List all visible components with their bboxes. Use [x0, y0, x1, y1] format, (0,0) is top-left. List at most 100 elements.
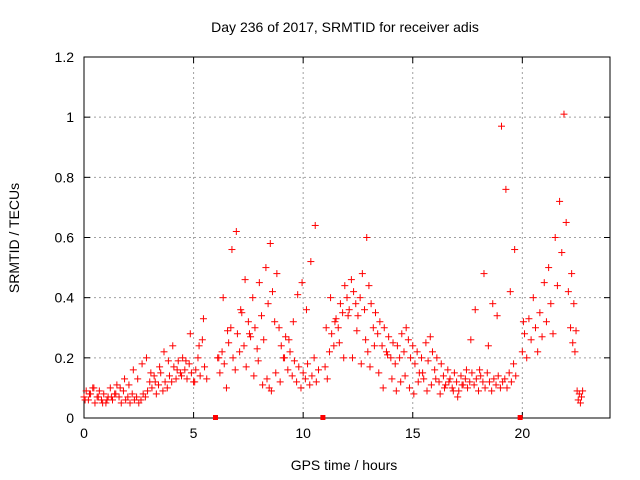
- data-point: [432, 375, 440, 383]
- data-point: [294, 291, 302, 299]
- data-point: [174, 357, 182, 365]
- data-point: [393, 342, 401, 350]
- data-point: [160, 348, 168, 356]
- data-point: [562, 218, 570, 226]
- data-point: [273, 270, 281, 278]
- data-point: [222, 384, 230, 392]
- data-point: [173, 366, 181, 374]
- data-point: [186, 330, 194, 338]
- data-point: [128, 390, 136, 398]
- data-point: [325, 348, 333, 356]
- data-point: [237, 306, 245, 314]
- data-point: [401, 372, 409, 380]
- data-point: [124, 393, 132, 401]
- data-point: [85, 390, 93, 398]
- data-point: [354, 312, 362, 320]
- data-point: [272, 369, 280, 377]
- gap-marker: [213, 415, 218, 420]
- data-point: [453, 378, 461, 386]
- data-point: [179, 354, 187, 362]
- data-point: [288, 372, 296, 380]
- data-point: [115, 393, 123, 401]
- data-point: [431, 366, 439, 374]
- data-point: [106, 384, 114, 392]
- data-point: [258, 312, 266, 320]
- data-point: [435, 378, 443, 386]
- data-point: [339, 309, 347, 317]
- data-point: [307, 258, 315, 266]
- data-point: [117, 399, 125, 407]
- data-point: [176, 369, 184, 377]
- data-point: [306, 381, 314, 389]
- data-point: [201, 363, 209, 371]
- data-point: [95, 387, 103, 395]
- data-point: [286, 348, 294, 356]
- data-point: [113, 381, 121, 389]
- data-point: [334, 324, 342, 332]
- data-point: [569, 339, 577, 347]
- data-point: [560, 110, 568, 118]
- data-point: [436, 390, 444, 398]
- data-point: [251, 324, 259, 332]
- data-point: [498, 122, 506, 130]
- data-point: [378, 342, 386, 350]
- data-point: [241, 276, 249, 284]
- data-point: [119, 387, 127, 395]
- data-point: [332, 315, 340, 323]
- data-point: [152, 390, 160, 398]
- data-point: [419, 369, 427, 377]
- data-point: [506, 288, 514, 296]
- data-point: [442, 381, 450, 389]
- data-point: [155, 381, 163, 389]
- y-tick-label: 0.2: [55, 350, 75, 366]
- data-point: [255, 279, 263, 287]
- data-point: [156, 363, 164, 371]
- data-point: [163, 384, 171, 392]
- data-point: [165, 372, 173, 380]
- data-point: [364, 348, 372, 356]
- data-point: [361, 306, 369, 314]
- data-point: [396, 354, 404, 362]
- data-point: [304, 360, 312, 368]
- data-point: [352, 300, 360, 308]
- data-point: [150, 372, 158, 380]
- data-point: [224, 327, 232, 335]
- data-point: [454, 393, 462, 401]
- data-point: [525, 315, 533, 323]
- data-point: [344, 312, 352, 320]
- data-point: [457, 372, 465, 380]
- data-point: [308, 372, 316, 380]
- grid-lines: [84, 57, 610, 418]
- data-point: [374, 330, 382, 338]
- data-point: [276, 378, 284, 386]
- data-point: [168, 378, 176, 386]
- y-axis-ticks: 0 0.2 0.4 0.6 0.8 1 1.2: [55, 49, 610, 426]
- data-point: [397, 378, 405, 386]
- data-point: [266, 240, 274, 248]
- data-point: [366, 363, 374, 371]
- data-point: [129, 366, 137, 374]
- data-point: [511, 246, 519, 254]
- data-point: [402, 324, 410, 332]
- data-point: [398, 330, 406, 338]
- data-point: [81, 396, 89, 404]
- data-point: [219, 294, 227, 302]
- data-point: [567, 324, 575, 332]
- data-point: [523, 354, 531, 362]
- data-point: [542, 318, 550, 326]
- data-point: [216, 369, 224, 377]
- data-point: [116, 384, 124, 392]
- data-point: [90, 384, 98, 392]
- data-point: [407, 354, 415, 362]
- data-point: [336, 300, 344, 308]
- data-point: [551, 234, 559, 241]
- y-tick-label: 0: [66, 410, 74, 426]
- data-point: [290, 357, 298, 365]
- data-point: [571, 348, 579, 356]
- data-point: [545, 264, 553, 272]
- data-point: [310, 354, 318, 362]
- data-point: [220, 360, 228, 368]
- data-point: [427, 381, 435, 389]
- data-point: [240, 342, 248, 350]
- y-axis-label: SRMTID / TECUs: [6, 183, 22, 293]
